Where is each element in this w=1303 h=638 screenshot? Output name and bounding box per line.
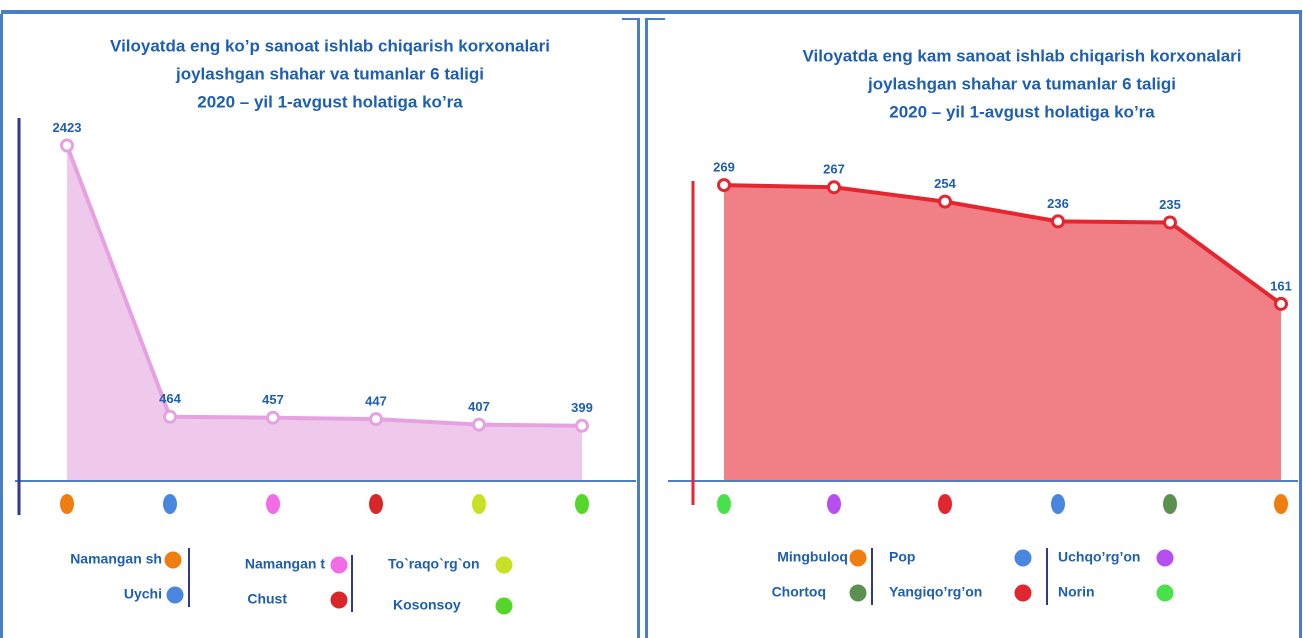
point bbox=[827, 180, 841, 195]
legend-dot bbox=[1156, 584, 1174, 602]
point bbox=[266, 410, 280, 425]
left-border bbox=[0, 14, 3, 638]
line bbox=[65, 144, 583, 428]
value-label: 399 bbox=[571, 400, 593, 415]
legend-dot bbox=[166, 586, 184, 604]
value-label: 457 bbox=[262, 392, 284, 407]
legend-dot bbox=[1014, 584, 1032, 602]
category-dot bbox=[60, 494, 74, 514]
area bbox=[724, 185, 1281, 481]
chart-title: joylashgan shahar va tumanlar 6 taligi bbox=[867, 74, 1176, 93]
point bbox=[163, 409, 177, 424]
point bbox=[575, 418, 589, 433]
legend-label: Chust bbox=[247, 591, 287, 607]
legend-dot bbox=[849, 584, 867, 602]
point bbox=[938, 194, 952, 209]
category-dot bbox=[369, 494, 383, 514]
legend-label: Mingbuloq bbox=[777, 549, 848, 565]
value-label: 2423 bbox=[53, 120, 82, 135]
category-dot bbox=[1163, 494, 1177, 514]
point bbox=[1274, 296, 1288, 311]
value-label: 254 bbox=[934, 176, 956, 191]
legend-label: Norin bbox=[1058, 584, 1095, 600]
chart-title: 2020 – yil 1-avgust holatiga ko’ra bbox=[197, 92, 463, 111]
category-dot bbox=[1274, 494, 1288, 514]
legend-dot bbox=[1014, 549, 1032, 567]
point bbox=[1163, 215, 1177, 230]
legend-label: Pop bbox=[889, 549, 915, 565]
chart: Viloyatda eng kam sanoat ishlab chiqaris… bbox=[668, 46, 1298, 605]
point bbox=[369, 412, 383, 427]
legend-dot bbox=[330, 591, 348, 609]
chart-title: 2020 – yil 1-avgust holatiga ko’ra bbox=[889, 102, 1155, 121]
legend-label: Uchqo’rg’on bbox=[1058, 549, 1140, 565]
top-border bbox=[1, 10, 1302, 14]
category-dot bbox=[472, 494, 486, 514]
category-dot bbox=[163, 494, 177, 514]
legend-dot bbox=[330, 556, 348, 574]
legend-dot bbox=[849, 549, 867, 567]
legend-dot bbox=[164, 551, 182, 569]
divider bbox=[645, 18, 648, 638]
area bbox=[67, 145, 582, 481]
category-dot bbox=[827, 494, 841, 514]
legend-dot bbox=[495, 556, 513, 574]
chart-title: Viloyatda eng kam sanoat ishlab chiqaris… bbox=[802, 46, 1241, 65]
divider-top bbox=[645, 18, 665, 20]
point bbox=[717, 178, 731, 193]
chart: Viloyatda eng ko’p sanoat ishlab chiqari… bbox=[15, 36, 636, 615]
category-dot bbox=[575, 494, 589, 514]
category-dot bbox=[717, 494, 731, 514]
legend-label: Namangan sh bbox=[70, 551, 162, 567]
point bbox=[1051, 214, 1065, 229]
category-dot bbox=[266, 494, 280, 514]
legend-label: Namangan t bbox=[245, 556, 325, 572]
legend-label: Kosonsoy bbox=[393, 597, 461, 613]
divider bbox=[637, 18, 640, 638]
right-border bbox=[1299, 14, 1302, 638]
category-dot bbox=[1051, 494, 1065, 514]
value-label: 267 bbox=[823, 162, 845, 177]
value-label: 236 bbox=[1047, 196, 1069, 211]
chart-title: joylashgan shahar va tumanlar 6 taligi bbox=[175, 64, 484, 83]
value-label: 407 bbox=[468, 399, 490, 414]
value-label: 447 bbox=[365, 394, 387, 409]
line bbox=[723, 183, 1283, 306]
legend-label: To`raqo`rg`on bbox=[388, 556, 480, 572]
value-label: 161 bbox=[1270, 278, 1292, 293]
divider-top bbox=[622, 18, 640, 20]
legend-label: Chortoq bbox=[772, 584, 826, 600]
point bbox=[472, 417, 486, 432]
value-label: 464 bbox=[159, 391, 181, 406]
point bbox=[60, 138, 74, 153]
legend-dot bbox=[1156, 549, 1174, 567]
category-dot bbox=[938, 494, 952, 514]
legend-label: Yangiqo’rg’on bbox=[889, 584, 982, 600]
legend-dot bbox=[495, 597, 513, 615]
value-label: 235 bbox=[1159, 197, 1181, 212]
legend-label: Uychi bbox=[124, 586, 162, 602]
chart-title: Viloyatda eng ko’p sanoat ishlab chiqari… bbox=[110, 36, 550, 55]
value-label: 269 bbox=[713, 160, 735, 175]
